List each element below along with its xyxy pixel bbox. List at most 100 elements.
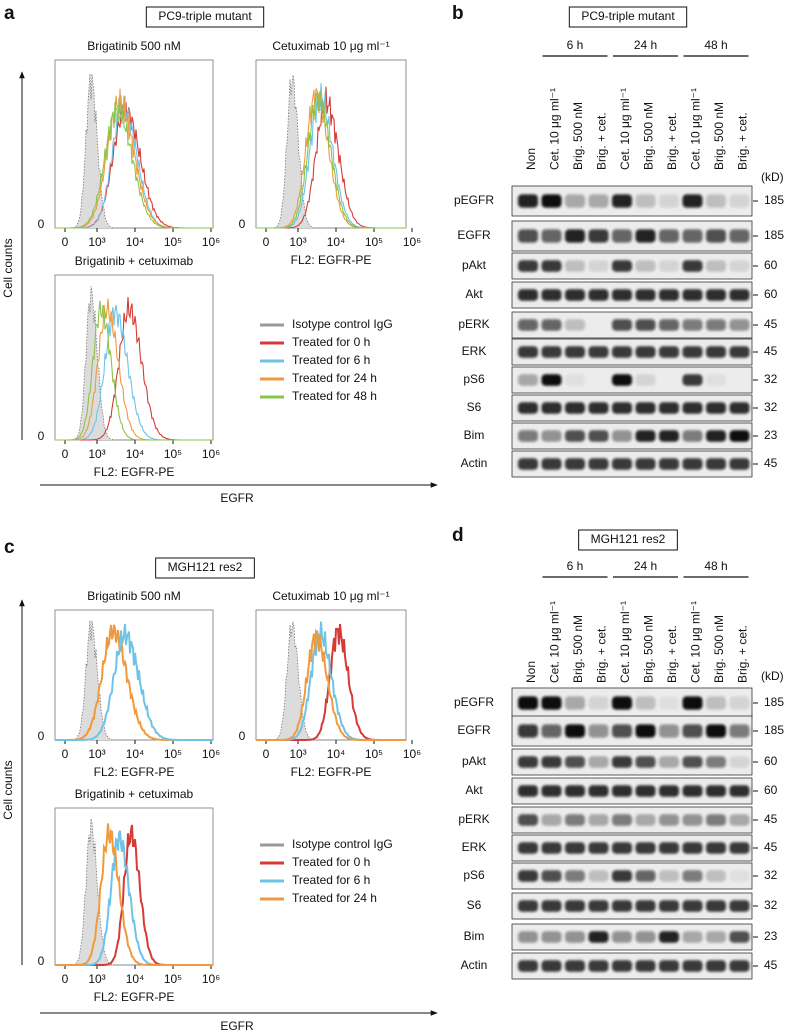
band [635,319,656,331]
kd-value: 60 [764,258,778,272]
x-tick-label: 10³ [88,447,105,461]
band [588,194,609,208]
band [612,724,632,738]
band [612,260,632,272]
kd-value: 23 [764,929,778,943]
plot-title: Cetuximab 10 μg ml⁻¹ [272,589,389,603]
lane-label: Cet. 10 μg ml⁻¹ [548,88,562,170]
band [565,374,585,386]
band [682,931,703,943]
band [682,842,703,854]
histogram-curve [256,88,406,229]
x-axis-label: EGFR [220,1019,254,1033]
band [518,900,538,912]
plot-title: Cetuximab 10 μg ml⁻¹ [272,39,389,53]
band [588,785,609,797]
band [729,289,750,301]
band [518,960,538,972]
x-tick-label: 10⁴ [126,235,145,249]
lane-label: Brig. 500 nM [712,615,726,683]
row-label: ERK [462,344,487,358]
x-tick-label: 10⁴ [126,447,145,461]
band [659,346,679,358]
x-tick-label: 10⁵ [164,447,182,461]
histogram-curve [55,304,213,441]
y-tick-label: 0 [38,217,45,231]
band [682,756,703,768]
band [588,696,609,710]
histogram-curve [55,95,213,229]
band [588,842,609,854]
band [588,289,609,301]
band [518,842,538,854]
lane-label: Brig. + cet. [736,112,750,170]
kd-value: 45 [764,456,778,470]
band [682,229,703,243]
kd-value: 45 [764,958,778,972]
band [565,785,585,797]
x-tick-label: 10⁶ [202,972,220,986]
band [729,785,750,797]
title-box [145,6,265,28]
histogram-curve [256,623,406,741]
panel-title: PC9-triple mutant [158,9,252,23]
x-tick-label: 10⁵ [164,747,182,761]
band [541,346,562,358]
x-axis-label: EGFR [220,491,254,505]
plot-frame [54,609,214,741]
band [659,756,679,768]
lane-label: Brig. 500 nM [571,615,585,683]
x-tick-label: 0 [62,235,69,249]
band [635,756,656,768]
band [565,756,585,768]
band [706,756,726,768]
legend-label: Treated for 0 h [292,335,370,349]
histogram-curve [55,624,213,741]
kd-value: 185 [764,228,784,242]
band [518,346,538,358]
lane-label: Brig. + cet. [665,112,679,170]
band [682,319,703,331]
band [612,900,632,912]
row-label: Bim [464,428,485,442]
band [612,319,632,331]
band [659,402,679,414]
plot-x-label: FL2: EGFR-PE [94,765,175,779]
band [588,724,609,738]
isotype-fill [55,620,213,740]
kd-value: 185 [764,193,784,207]
x-tick-label: 10⁶ [202,747,220,761]
x-tick-label: 10³ [88,972,105,986]
band [706,931,726,943]
row-label: pERK [458,317,489,331]
row-label: pEGFR [454,193,494,207]
band [588,346,609,358]
histogram-curve [55,88,213,229]
band [541,289,562,301]
band [588,870,609,882]
band [682,374,703,386]
band [706,194,726,208]
band [612,870,632,882]
band [635,696,656,710]
band [706,724,726,738]
y-tick-label: 0 [38,729,45,743]
band [541,194,562,208]
kd-value: 45 [764,840,778,854]
band [635,346,656,358]
band [518,229,538,243]
band [729,194,750,208]
band [659,260,679,272]
band [659,194,679,208]
x-tick-label: 10⁶ [202,447,220,461]
x-tick-label: 10³ [88,747,105,761]
band [706,842,726,854]
panel-title: MGH121 res2 [591,532,666,546]
x-tick-label: 10⁴ [126,747,145,761]
band [706,319,726,331]
kd-value: 60 [764,287,778,301]
isotype-fill [256,75,406,228]
band [682,724,703,738]
kd-unit: (kD) [761,669,784,683]
